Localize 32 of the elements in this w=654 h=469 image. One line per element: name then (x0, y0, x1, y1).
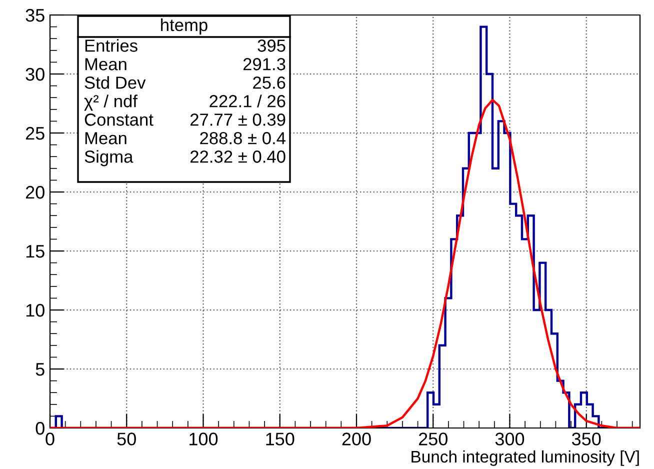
annotation: 22.32 ± 0.40 (190, 150, 286, 163)
annotation: 291.3 (243, 58, 286, 70)
annotation: 395 (258, 40, 286, 52)
x-tick-label: 50 (117, 432, 136, 446)
x-tick-label: 200 (342, 432, 371, 446)
annotation: Entries (85, 39, 138, 52)
annotation: χ² / ndf (84, 94, 138, 111)
x-tick-label: 300 (495, 432, 524, 446)
y-tick-label: 35 (26, 8, 44, 22)
annotation: 222.1 / 26 (210, 94, 286, 108)
annotation: Std Dev (84, 76, 146, 89)
y-tick-label: 15 (26, 245, 44, 258)
annotation: Mean (85, 58, 126, 70)
y-tick-label: 5 (36, 363, 44, 376)
y-tick-label: 25 (26, 126, 44, 140)
x-tick-label: 100 (190, 432, 218, 446)
annotation: 27.77 ± 0.39 (190, 114, 286, 126)
x-tick-label: 350 (572, 432, 601, 446)
y-tick-label: 0 (36, 422, 44, 435)
y-tick-label: 10 (26, 304, 44, 317)
x-tick-label: 0 (46, 432, 54, 446)
x-tick-label: 150 (266, 432, 294, 446)
annotation: Constant (84, 114, 154, 126)
annotation: 288.8 ± 0.4 (200, 132, 286, 144)
annotation: htemp (161, 18, 208, 35)
annotation: Sigma (84, 150, 134, 166)
y-tick-label: 20 (26, 186, 44, 199)
y-tick-label: 30 (26, 68, 44, 81)
annotation: 25.6 (253, 76, 286, 89)
x-axis-title: Bunch integrated luminosity [V] (412, 450, 639, 466)
annotation: Mean (85, 132, 126, 144)
x-tick-label: 250 (418, 432, 448, 446)
